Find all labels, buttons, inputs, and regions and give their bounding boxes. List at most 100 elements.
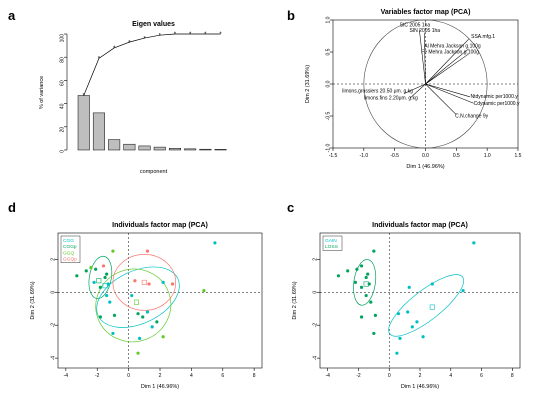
y-tick-label-b-1: -0.5 bbox=[326, 111, 332, 120]
y-tick-label-c-3: 2 bbox=[313, 258, 319, 261]
plot-frame-d bbox=[57, 232, 263, 369]
individual-point-d-28 bbox=[170, 282, 175, 286]
panel-letter-d: d bbox=[8, 200, 16, 215]
individual-point-c-9 bbox=[369, 300, 373, 304]
legend-entry-d-1: CGGp bbox=[63, 244, 77, 250]
legend-box-d bbox=[60, 235, 81, 263]
individual-point-c-14 bbox=[372, 331, 376, 336]
individual-point-d-2 bbox=[89, 265, 93, 270]
individual-point-c-24 bbox=[472, 241, 476, 245]
x-axis-label-a: component bbox=[140, 169, 168, 175]
y-axis-label-b: Dim 2 (31.69%) bbox=[305, 65, 311, 103]
individual-point-d-5 bbox=[98, 285, 102, 289]
cumulative-point-a-1: * bbox=[98, 57, 101, 63]
bar-a-8 bbox=[199, 148, 212, 151]
individual-point-d-6 bbox=[101, 264, 106, 268]
panel-letter-b: b bbox=[287, 8, 295, 23]
vector-label-b-6: limons.fins 2.20μm. g.kg bbox=[364, 95, 418, 101]
individual-point-d-20 bbox=[136, 312, 140, 316]
x-tick-label-c-0: -4 bbox=[325, 373, 330, 379]
y-tick-label-a-4: 80 bbox=[60, 57, 66, 63]
individual-point-c-1 bbox=[346, 269, 350, 273]
individual-point-c-4 bbox=[359, 285, 364, 289]
vector-label-b-0: StC 2005 1ha bbox=[400, 22, 431, 28]
bar-a-1 bbox=[92, 112, 105, 151]
confidence-ellipse-d-0 bbox=[88, 255, 113, 299]
individual-point-d-29 bbox=[161, 280, 165, 284]
individual-point-c-0 bbox=[336, 274, 341, 278]
x-tick-label-c-6: 8 bbox=[511, 373, 514, 379]
cumulative-line-a bbox=[83, 33, 221, 96]
vector-label-b-1: SIN 2005 1ha bbox=[409, 28, 440, 34]
x-axis-label-d: Dim 1 (46.96%) bbox=[141, 384, 179, 390]
x-tick-label-d-6: 8 bbox=[253, 373, 256, 379]
plot-frame-c bbox=[319, 232, 521, 369]
x-tick-label-d-1: -2 bbox=[95, 373, 100, 379]
individual-point-c-17 bbox=[415, 320, 419, 324]
y-tick-label-a-5: 100 bbox=[60, 34, 66, 43]
bar-a-9 bbox=[214, 149, 227, 151]
individual-point-d-17 bbox=[133, 279, 137, 283]
centroid-marker-d-1 bbox=[102, 283, 108, 289]
chart-title-b: Variables factor map (PCA) bbox=[381, 9, 471, 16]
individual-point-c-21 bbox=[421, 335, 425, 339]
vector-label-b-5: limons.grossiers 20.50 μm. g.kg bbox=[342, 88, 413, 94]
y-tick-label-a-2: 40 bbox=[60, 103, 66, 109]
individual-point-c-11 bbox=[373, 313, 377, 317]
cumulative-point-a-0: * bbox=[83, 94, 86, 100]
vector-arrow-b-7 bbox=[425, 83, 470, 98]
chart-title-c: Individuals factor map (PCA) bbox=[372, 222, 468, 229]
vector-arrow-b-6 bbox=[409, 83, 426, 99]
vector-label-b-8: Cdynamic per1000.y bbox=[474, 101, 520, 107]
vector-label-b-2: SSA.mfg.1 bbox=[471, 34, 495, 40]
x-tick-label-d-4: 4 bbox=[190, 373, 193, 379]
individual-point-c-8 bbox=[364, 293, 368, 298]
bar-a-3 bbox=[123, 143, 136, 151]
panel-letter-c: c bbox=[287, 200, 294, 215]
individual-point-c-16 bbox=[406, 310, 410, 314]
individual-point-d-13 bbox=[111, 331, 115, 336]
x-tick-label-d-0: -4 bbox=[64, 373, 69, 379]
y-tick-label-c-1: -2 bbox=[313, 323, 319, 328]
individual-point-d-8 bbox=[105, 272, 109, 276]
correlation-circle-b bbox=[363, 19, 488, 149]
individual-point-d-14 bbox=[112, 313, 117, 317]
x-tick-label-c-3: 2 bbox=[419, 373, 422, 379]
centroid-marker-c-0 bbox=[363, 281, 369, 287]
vector-arrow-b-8 bbox=[425, 83, 474, 104]
y-tick-label-a-3: 60 bbox=[60, 80, 66, 86]
individual-point-d-10 bbox=[105, 293, 109, 298]
centroid-marker-d-3 bbox=[141, 279, 147, 285]
bar-a-2 bbox=[108, 139, 121, 151]
panel-letter-a: a bbox=[8, 8, 16, 23]
y-tick-label-b-3: 0.5 bbox=[326, 48, 332, 55]
x-tick-label-d-2: 0 bbox=[127, 373, 130, 379]
vector-label-b-4: Fe Mehra Jackson g.100g bbox=[421, 49, 479, 55]
cumulative-point-a-6: * bbox=[174, 32, 177, 38]
x-tick-label-c-2: 0 bbox=[388, 373, 391, 379]
y-tick-label-a-0: 0 bbox=[60, 150, 66, 153]
legend-entry-d-0: CGG bbox=[63, 238, 74, 244]
y-tick-label-c-0: -4 bbox=[313, 356, 319, 361]
cumulative-point-a-8: * bbox=[204, 32, 207, 38]
legend-entry-c-0: GAIN bbox=[325, 238, 337, 244]
cumulative-point-a-5: * bbox=[159, 33, 162, 39]
individual-point-d-31 bbox=[213, 241, 217, 245]
vector-arrow-b-1 bbox=[423, 32, 426, 85]
individual-point-d-19 bbox=[130, 293, 134, 298]
cumulative-point-a-7: * bbox=[189, 32, 192, 38]
vector-label-b-7: Ntdynamic per1000.y bbox=[471, 94, 519, 100]
individual-point-d-7 bbox=[103, 275, 107, 280]
bar-a-0 bbox=[77, 95, 90, 151]
individual-point-c-12 bbox=[372, 249, 376, 253]
legend-entry-d-2: GGQ bbox=[63, 250, 74, 256]
individual-point-d-0 bbox=[75, 274, 79, 278]
individual-point-d-11 bbox=[108, 300, 112, 304]
x-tick-label-b-5: 1.0 bbox=[484, 153, 491, 159]
confidence-ellipse-d-3 bbox=[112, 254, 177, 311]
vector-label-b-3: Al Mehra Jackson g.100g bbox=[424, 44, 481, 50]
individual-point-c-15 bbox=[396, 312, 401, 316]
individual-point-d-18 bbox=[147, 282, 151, 286]
bar-a-7 bbox=[184, 148, 197, 151]
